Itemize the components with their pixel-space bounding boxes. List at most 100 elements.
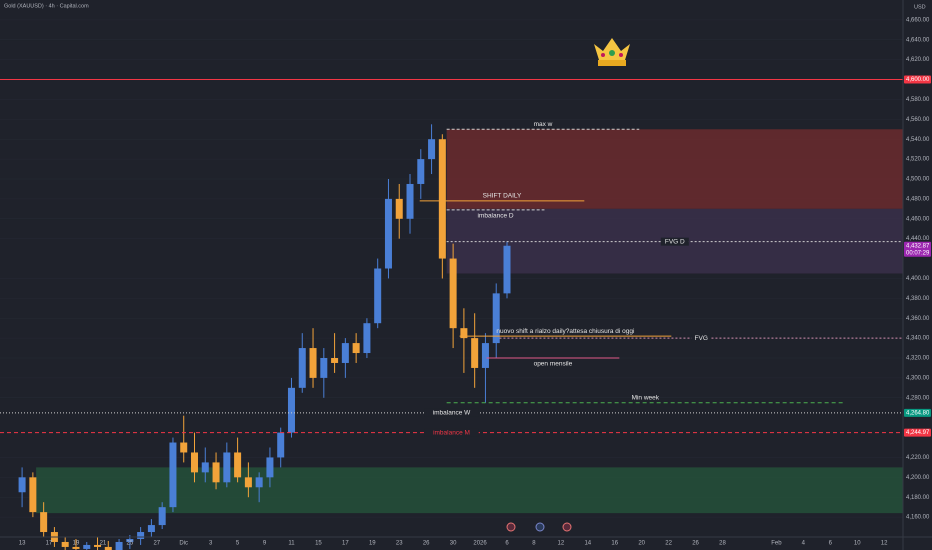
candle-body — [309, 348, 317, 378]
y-tick-label: 4,280.00 — [906, 395, 930, 401]
x-tick-label: 30 — [450, 541, 457, 547]
candle-body — [395, 198, 403, 219]
x-tick-label: 8 — [532, 541, 536, 547]
price-badge — [904, 428, 931, 437]
x-tick-label: 12 — [881, 541, 888, 547]
level-label: imbalance M — [433, 429, 470, 436]
y-tick-label: 4,380.00 — [906, 296, 930, 302]
x-tick-label: 26 — [423, 541, 430, 547]
plot-area: max w SHIFT DAILY imbalance D FVG D FVG nuovo… — [0, 19, 903, 550]
candle-body — [169, 442, 177, 508]
price-badge — [904, 408, 931, 417]
y-tick-label: 4,520.00 — [906, 157, 930, 163]
candle-body — [72, 546, 80, 549]
candle-body — [94, 544, 102, 547]
level-label: Min week — [632, 394, 660, 401]
candle-body — [320, 358, 328, 378]
x-tick-label: 25 — [127, 541, 134, 547]
candle-body — [234, 452, 242, 478]
x-tick-label: 2026 — [473, 541, 487, 547]
y-tick-label: 4,620.00 — [906, 57, 930, 63]
candle-body — [29, 477, 37, 513]
candle-body — [126, 538, 134, 542]
zone — [446, 129, 903, 209]
candle-body — [287, 387, 295, 433]
x-tick-label: 26 — [692, 541, 699, 547]
x-tick-label: 9 — [263, 541, 267, 547]
candle-body — [201, 462, 209, 473]
x-tick-label: 23 — [396, 541, 403, 547]
y-tick-label: 4,660.00 — [906, 17, 930, 23]
y-tick-label: 4,340.00 — [906, 336, 930, 342]
level-label: FVG D — [665, 238, 685, 245]
candle-body — [104, 546, 112, 550]
x-tick-label: 20 — [638, 541, 645, 547]
candle-body — [449, 258, 457, 329]
candle-body — [384, 198, 392, 269]
y-tick-label: 4,220.00 — [906, 455, 930, 461]
candle-body — [266, 457, 274, 478]
x-tick-label: Dic — [179, 541, 188, 547]
x-tick-label: 15 — [315, 541, 322, 547]
currency: USD — [914, 4, 926, 10]
x-tick-label: 28 — [719, 541, 726, 547]
level-label: SHIFT DAILY — [483, 193, 522, 200]
x-tick-label: 22 — [665, 541, 672, 547]
candle-body — [438, 139, 446, 259]
candle-body — [115, 541, 123, 550]
level-label: FVG — [695, 335, 708, 342]
x-tick-label: 17 — [342, 541, 349, 547]
x-tick-label: Feb — [771, 541, 782, 547]
price-badge — [904, 75, 931, 84]
y-tick-label: 4,460.00 — [906, 216, 930, 222]
y-tick-label: 4,400.00 — [906, 276, 930, 282]
x-tick-label: 12 — [558, 541, 565, 547]
price-badge — [904, 241, 931, 257]
x-tick-label: 6 — [829, 541, 833, 547]
price-badge-label: 4,432.87 — [906, 243, 930, 249]
y-tick-label: 4,500.00 — [906, 177, 930, 183]
candle-body — [277, 432, 285, 458]
x-tick-label: 4 — [802, 541, 806, 547]
price-badge-label: 4,264.80 — [906, 410, 930, 416]
level-label: imbalance W — [433, 410, 471, 417]
candle-body — [363, 323, 371, 354]
x-tick-label: 27 — [153, 541, 160, 547]
price-badge-label: 4,244.97 — [906, 430, 930, 436]
candle-body — [147, 525, 155, 533]
y-tick-label: 4,300.00 — [906, 375, 930, 381]
label-bg — [424, 428, 479, 437]
countdown: 00:07:29 — [906, 250, 930, 256]
candle-body — [244, 477, 252, 488]
candle-body — [83, 544, 91, 549]
x-tick-label: 10 — [854, 541, 861, 547]
label-bg — [424, 408, 479, 417]
candle-body — [331, 358, 339, 363]
candle-body — [61, 541, 69, 547]
candle-body — [137, 532, 145, 539]
candle-body — [460, 328, 468, 339]
candle-body — [471, 338, 479, 368]
label-bg — [660, 237, 689, 246]
y-tick-label: 4,640.00 — [906, 37, 930, 43]
y-tick-label: 4,200.00 — [906, 475, 930, 481]
x-tick-label: 5 — [236, 541, 240, 547]
y-tick-label: 4,440.00 — [906, 236, 930, 242]
level-label: imbalance D — [477, 213, 513, 220]
y-tick-label: 4,180.00 — [906, 495, 930, 501]
candle-body — [255, 477, 263, 488]
y-tick-label: 4,560.00 — [906, 117, 930, 123]
y-tick-label: 4,160.00 — [906, 515, 930, 521]
candle-body — [374, 268, 382, 324]
candle-body — [40, 512, 48, 533]
candle-body — [18, 477, 26, 493]
x-tick-label: 19 — [369, 541, 376, 547]
candle-body — [481, 343, 489, 368]
candle-body — [223, 452, 231, 483]
level-label: max w — [534, 121, 553, 128]
y-tick-label: 4,540.00 — [906, 137, 930, 143]
x-tick-label: 11 — [288, 541, 295, 547]
y-tick-label: 4,320.00 — [906, 356, 930, 362]
